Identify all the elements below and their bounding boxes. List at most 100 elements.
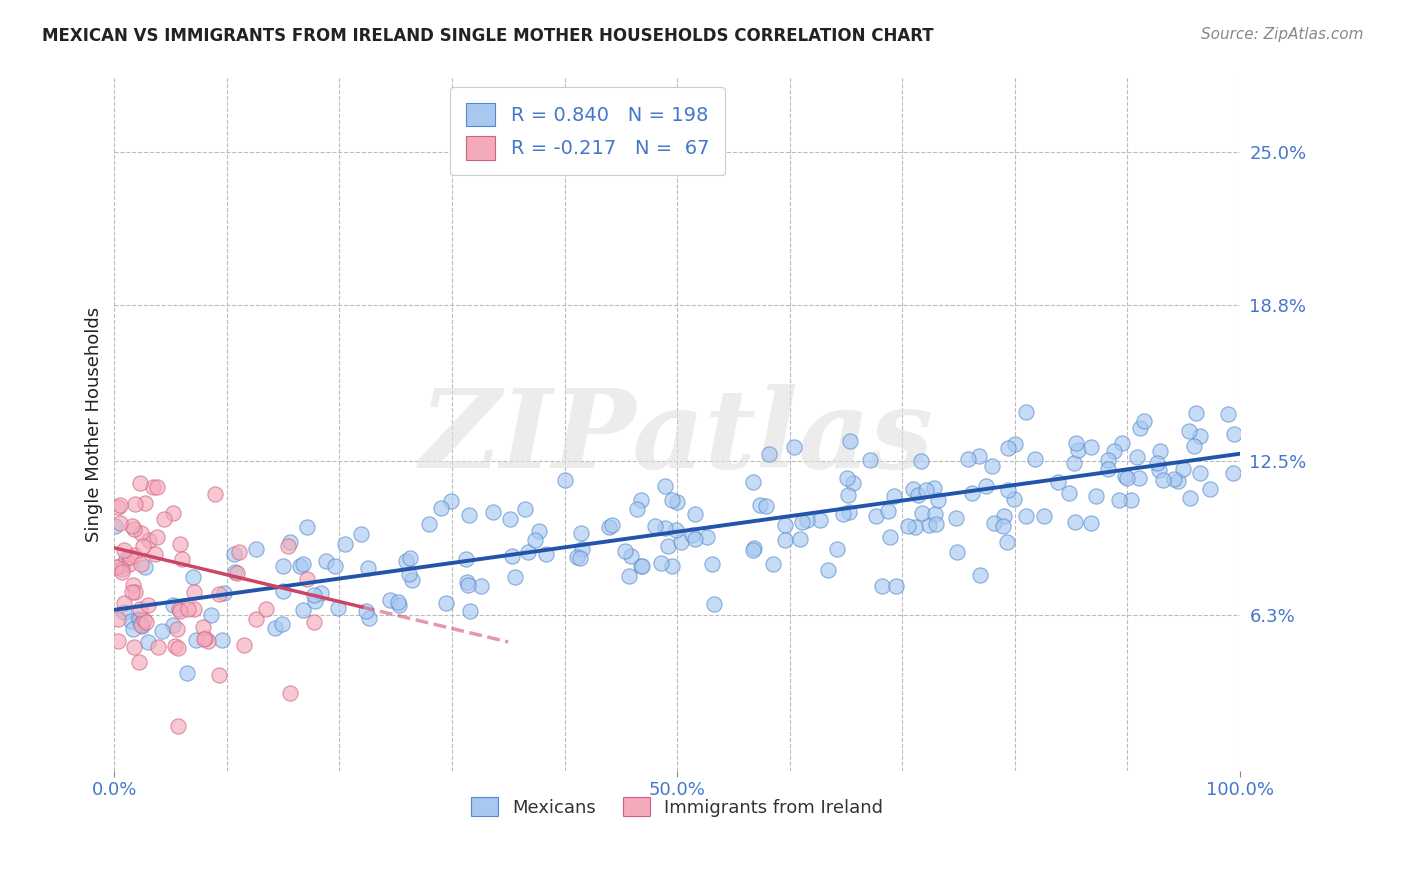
Point	[387, 598, 409, 612]
Point	[148, 640, 170, 654]
Point	[439, 494, 461, 508]
Point	[270, 616, 292, 631]
Point	[1114, 468, 1136, 483]
Point	[124, 497, 146, 511]
Point	[197, 633, 219, 648]
Point	[499, 512, 522, 526]
Point	[460, 604, 482, 618]
Point	[166, 719, 188, 733]
Point	[1185, 407, 1208, 421]
Point	[228, 545, 250, 559]
Point	[302, 588, 325, 602]
Point	[696, 530, 718, 544]
Point	[166, 622, 188, 636]
Point	[1047, 475, 1070, 490]
Point	[212, 586, 235, 600]
Point	[245, 611, 267, 625]
Point	[128, 613, 150, 627]
Point	[783, 440, 806, 454]
Point	[1063, 515, 1085, 529]
Point	[245, 542, 267, 557]
Point	[748, 498, 770, 512]
Point	[194, 632, 217, 646]
Point	[183, 585, 205, 599]
Point	[969, 568, 991, 582]
Point	[1128, 471, 1150, 485]
Point	[903, 520, 925, 534]
Point	[291, 557, 314, 571]
Point	[842, 476, 865, 491]
Point	[129, 558, 152, 572]
Point	[1059, 486, 1081, 500]
Point	[1133, 414, 1156, 428]
Point	[277, 539, 299, 553]
Point	[323, 558, 346, 573]
Point	[1080, 440, 1102, 454]
Point	[107, 611, 129, 625]
Point	[134, 613, 156, 627]
Point	[664, 523, 686, 537]
Point	[571, 541, 593, 556]
Y-axis label: Single Mother Households: Single Mother Households	[86, 307, 103, 541]
Point	[997, 441, 1019, 455]
Point	[208, 667, 231, 681]
Point	[122, 522, 145, 536]
Point	[1002, 492, 1025, 507]
Point	[554, 473, 576, 487]
Point	[960, 485, 983, 500]
Point	[883, 489, 905, 503]
Point	[995, 535, 1018, 549]
Point	[167, 602, 190, 616]
Point	[108, 516, 131, 531]
Point	[683, 508, 706, 522]
Point	[122, 623, 145, 637]
Point	[135, 615, 157, 629]
Point	[357, 560, 380, 574]
Point	[523, 533, 546, 547]
Point	[565, 549, 588, 564]
Point	[907, 488, 929, 502]
Point	[1121, 493, 1143, 508]
Point	[773, 517, 796, 532]
Point	[224, 566, 246, 580]
Point	[922, 481, 945, 495]
Point	[264, 621, 287, 635]
Point	[456, 574, 478, 589]
Point	[879, 530, 901, 544]
Point	[877, 504, 900, 518]
Point	[620, 549, 643, 564]
Point	[183, 602, 205, 616]
Point	[516, 545, 538, 559]
Point	[167, 640, 190, 655]
Point	[292, 603, 315, 617]
Point	[457, 578, 479, 592]
Point	[169, 604, 191, 618]
Point	[835, 471, 858, 485]
Point	[654, 479, 676, 493]
Point	[1111, 436, 1133, 450]
Point	[897, 518, 920, 533]
Point	[108, 558, 131, 573]
Point	[333, 537, 356, 551]
Point	[703, 598, 725, 612]
Point	[993, 509, 1015, 524]
Point	[617, 568, 640, 582]
Point	[311, 586, 333, 600]
Point	[129, 602, 152, 616]
Point	[838, 505, 860, 519]
Point	[122, 578, 145, 592]
Point	[997, 483, 1019, 498]
Point	[914, 483, 936, 497]
Point	[184, 633, 207, 648]
Point	[387, 595, 409, 609]
Point	[1064, 435, 1087, 450]
Point	[661, 492, 683, 507]
Point	[1108, 493, 1130, 508]
Point	[162, 618, 184, 632]
Point	[1080, 516, 1102, 530]
Point	[146, 480, 169, 494]
Point	[501, 549, 523, 563]
Point	[859, 452, 882, 467]
Point	[1177, 424, 1199, 438]
Point	[1033, 508, 1056, 523]
